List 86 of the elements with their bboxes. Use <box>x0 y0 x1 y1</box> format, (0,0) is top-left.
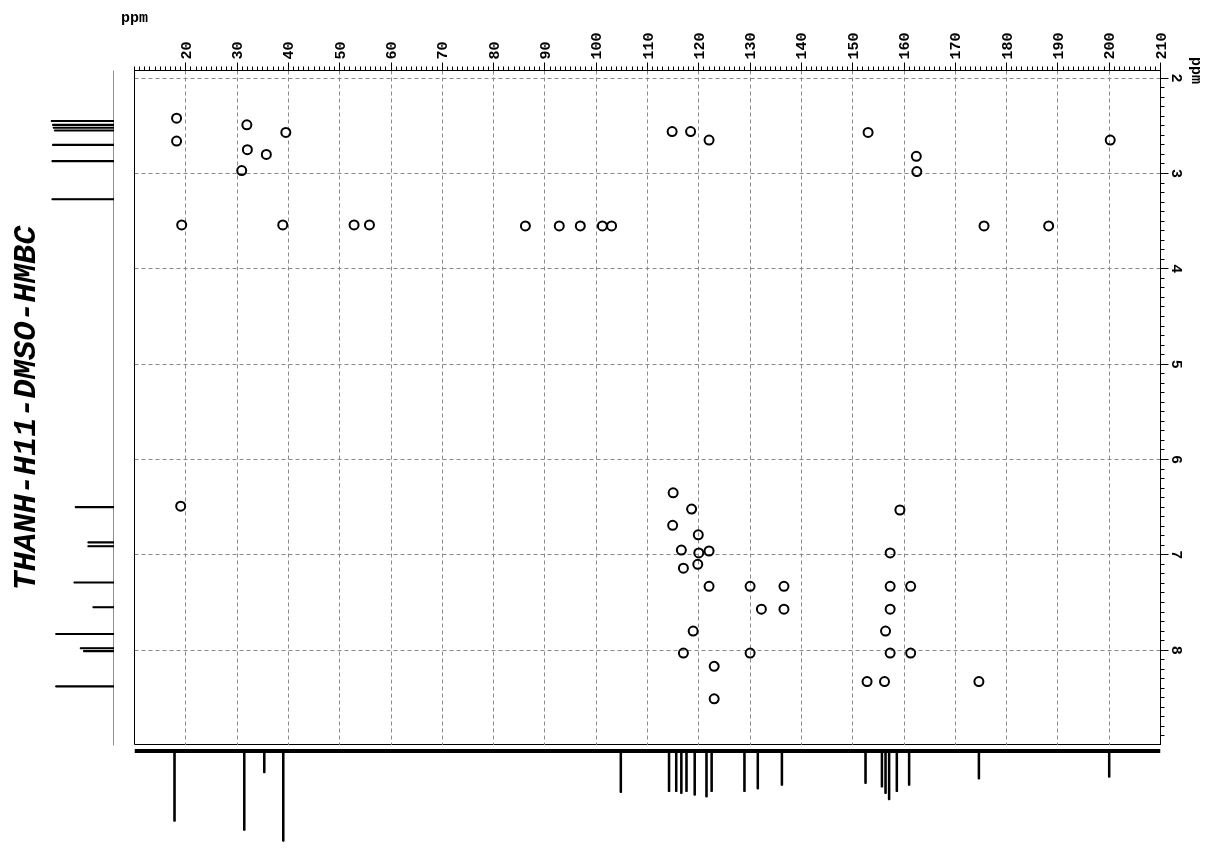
x-tick-label: 210 <box>1153 32 1171 60</box>
point <box>884 547 896 559</box>
point <box>744 580 756 592</box>
point <box>862 126 874 138</box>
point <box>277 219 289 231</box>
y-axis-title: ppm <box>1186 57 1204 85</box>
point <box>171 135 183 147</box>
point <box>744 647 756 659</box>
point <box>692 558 704 570</box>
point <box>884 580 896 592</box>
x-tick-label: 140 <box>794 32 812 60</box>
point <box>894 504 906 516</box>
point <box>685 126 697 138</box>
point <box>708 693 720 705</box>
point <box>1043 220 1055 232</box>
x-tick-label: 200 <box>1102 32 1120 60</box>
point <box>363 219 375 231</box>
x-tick-label: 170 <box>948 32 966 60</box>
point <box>667 519 679 531</box>
x-tick-label: 30 <box>230 41 248 60</box>
x-tick-label: 190 <box>1050 32 1068 60</box>
x-tick-label: 180 <box>999 32 1017 60</box>
point <box>280 126 292 138</box>
y-tick-label: 4 <box>1166 264 1184 274</box>
point <box>553 220 565 232</box>
x-tick-label: 80 <box>486 41 504 60</box>
x-tick-label: 90 <box>537 41 555 60</box>
point <box>973 676 985 688</box>
point <box>755 603 767 615</box>
point <box>596 220 608 232</box>
x-tick-label: 160 <box>897 32 914 60</box>
point <box>910 150 922 162</box>
x-tick-label: 100 <box>589 32 607 60</box>
x-tick-label: 110 <box>640 32 658 60</box>
point <box>687 625 699 637</box>
point <box>778 580 790 592</box>
x-tick-label: 20 <box>178 41 196 60</box>
point <box>677 647 689 659</box>
point <box>260 148 272 160</box>
point <box>693 547 705 559</box>
x-axis-title: ppm <box>121 10 149 28</box>
point <box>606 220 618 232</box>
point <box>241 119 253 131</box>
point <box>905 580 917 592</box>
point <box>236 165 248 177</box>
x-tick-label: 40 <box>281 41 299 60</box>
x-tick-label: 60 <box>384 41 401 60</box>
x-tick-label: 50 <box>332 41 350 60</box>
text: THANH-H11-DMSO-HMBC <box>7 224 45 591</box>
point <box>708 660 720 672</box>
y-tick-label: 7 <box>1166 550 1184 560</box>
point <box>175 500 187 512</box>
point <box>675 544 687 556</box>
y-tick-label: 3 <box>1166 168 1184 178</box>
point <box>911 166 923 178</box>
x-tick-label: 120 <box>691 32 709 60</box>
x-tick-label: 70 <box>435 41 453 60</box>
y-tick-label: 2 <box>1166 73 1184 83</box>
point <box>884 603 896 615</box>
point <box>1104 134 1116 146</box>
point <box>880 625 892 637</box>
point <box>171 112 183 124</box>
point <box>879 676 891 688</box>
point <box>978 220 990 232</box>
y-tick-label: 8 <box>1166 645 1184 655</box>
point <box>703 134 715 146</box>
point <box>667 487 679 499</box>
y-tick-label: 6 <box>1166 454 1184 464</box>
x-tick-label: 130 <box>743 32 761 60</box>
point <box>241 144 253 156</box>
x-tick-label: 150 <box>845 32 863 60</box>
point <box>703 580 715 592</box>
point <box>905 647 917 659</box>
point <box>861 676 873 688</box>
point <box>686 503 698 515</box>
point <box>778 603 790 615</box>
point <box>692 529 704 541</box>
point <box>703 545 715 557</box>
y-tick-label: 5 <box>1166 359 1184 369</box>
point <box>348 219 360 231</box>
point <box>574 220 586 232</box>
point <box>884 647 896 659</box>
point <box>677 562 689 574</box>
point <box>176 219 188 231</box>
point <box>519 220 531 232</box>
point <box>666 126 678 138</box>
